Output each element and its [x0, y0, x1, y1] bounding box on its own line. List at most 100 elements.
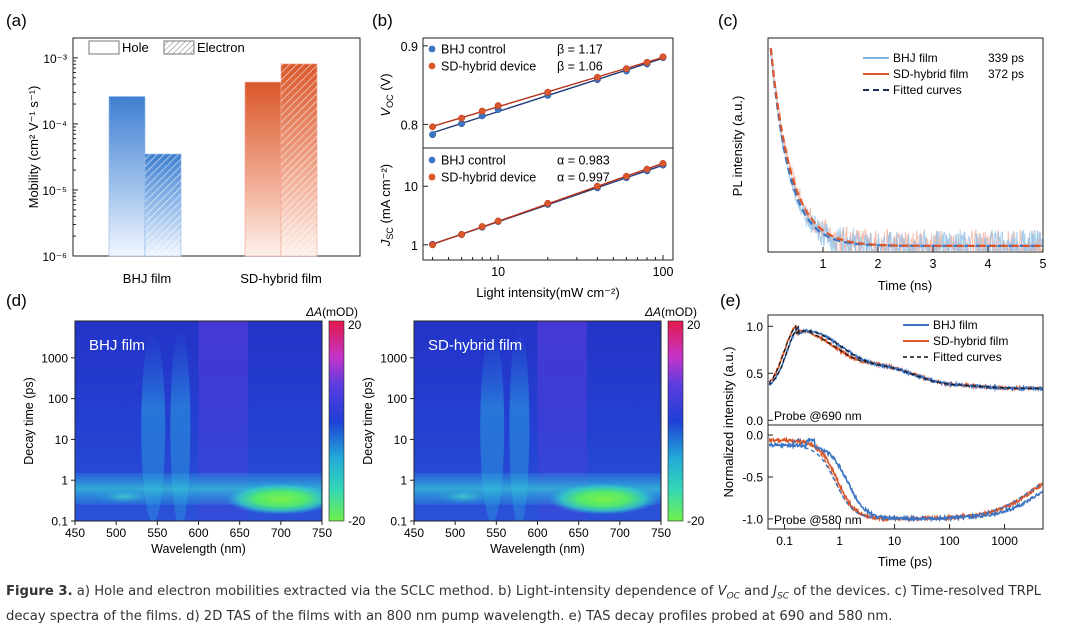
annotation-probe-690: Probe @690 nm: [774, 409, 862, 423]
y-tick-label: 100: [48, 392, 68, 406]
category-label-bhj: BHJ film: [123, 271, 171, 286]
data-point-bot-1: [458, 231, 466, 238]
panel-label-c: (c): [718, 11, 738, 30]
x-tick-label: 100: [940, 534, 960, 548]
legend-marker-bot-0: [428, 156, 436, 164]
y-axis-label-voc: VOC (V): [378, 73, 395, 116]
data-point-top-1: [458, 114, 466, 122]
legend-label-sd: SD-hybrid film: [893, 67, 968, 81]
x-tick-label: 1: [820, 257, 827, 271]
caption-voc: V: [717, 584, 727, 599]
caption-part-a: a) Hole and electron mobilities extracte…: [72, 584, 718, 599]
y-tick-label: 1: [61, 474, 68, 488]
x-tick-label: 750: [312, 526, 332, 540]
x-tick-label: 10: [491, 265, 505, 279]
data-point-top-0: [429, 131, 437, 139]
y-tick-label: 100: [387, 392, 407, 406]
legend-label-hole: Hole: [122, 40, 149, 55]
y-tick-label-top: 1.0: [746, 320, 763, 334]
data-point-bot-1: [494, 217, 502, 225]
y-tick-label-top: 0.8: [401, 118, 418, 132]
colorbar-title-unit: (mOD): [661, 305, 697, 319]
heatmap-bhj: [75, 321, 322, 521]
y-tick-label: 0.1: [390, 515, 407, 529]
y-tick-label: 10: [55, 433, 69, 447]
x-tick-label: 1: [836, 534, 843, 548]
data-point-bot-1: [622, 172, 630, 180]
data-point-top-1: [494, 102, 502, 110]
data-point-top-1: [478, 107, 486, 115]
legend-swatch-hole: [88, 40, 120, 55]
x-tick-label: 500: [106, 526, 126, 540]
legend-label-top-1: SD-hybrid device: [441, 60, 536, 74]
bar-hole-sd: [244, 81, 282, 257]
y-axis-label: Mobility (cm² V⁻¹ s⁻¹): [26, 86, 41, 209]
legend: BHJ film 339 ps SD-hybrid film 372 ps Fi…: [863, 51, 1024, 97]
x-tick-label: 700: [271, 526, 291, 540]
x-axis-label: Time (ps): [878, 554, 932, 569]
heatmap-blob: [94, 488, 155, 505]
heatmap-blob: [433, 488, 494, 505]
data-point-top-1: [659, 53, 667, 61]
x-tick-label: 450: [65, 526, 85, 540]
y-tick-label: 10⁻⁶: [42, 250, 67, 264]
caption-voc-sub: OC: [726, 591, 740, 602]
legend: Hole Electron: [88, 40, 245, 55]
heatmap-feature-578: [170, 327, 191, 521]
x-tick-label: 700: [610, 526, 630, 540]
y-tick-label-bottom: -1.0: [742, 512, 763, 526]
x-tick-label: 600: [188, 526, 208, 540]
category-label-sd: SD-hybrid film: [240, 271, 322, 286]
legend-label-bhj: BHJ film: [933, 318, 978, 332]
x-tick-label: 600: [527, 526, 547, 540]
y-tick-label: 10⁻⁵: [42, 184, 67, 198]
x-axis-label: Wavelength (nm): [490, 542, 585, 556]
caption-figure-number: Figure 3.: [6, 584, 73, 599]
colorbar-max-label: 20: [687, 318, 701, 332]
figure-canvas: (a) (b) (c) (d) (e) 10⁻⁶ 10⁻⁵ 10⁻⁴ 10⁻³ Hol…: [6, 11, 1047, 569]
legend-marker-top-1: [428, 62, 436, 70]
x-tick-label: 650: [569, 526, 589, 540]
y-axis-label: PL intensity (a.u.): [730, 96, 745, 197]
trpl-fit-1: [769, 48, 1043, 247]
x-tick-label: 0.1: [776, 534, 793, 548]
y-axis-label: Decay time (ps): [22, 377, 36, 465]
legend-label-bhj: BHJ film: [893, 51, 938, 65]
figure-caption: Figure 3. a) Hole and electron mobilitie…: [6, 582, 1074, 626]
y-tick-label-top: 0.5: [746, 367, 763, 381]
legend-label-sd: SD-hybrid film: [933, 334, 1008, 348]
plot-frame: [72, 37, 361, 257]
x-tick-label: 550: [486, 526, 506, 540]
legend-label-top-0: BHJ control: [441, 43, 506, 57]
legend-value-top-1: β = 1.06: [557, 60, 603, 74]
legend-swatch-electron: [163, 40, 195, 55]
panel-b-light-intensity: BHJ control β = 1.17 SD-hybrid device β = 1…: [378, 37, 674, 300]
heatmap-label: BHJ film: [89, 337, 145, 354]
x-tick-label: 1000: [991, 534, 1018, 548]
data-point-top-1: [622, 65, 630, 73]
data-point-bot-1: [593, 182, 601, 190]
heatmap-green-band: [547, 482, 660, 515]
data-point-top-1: [429, 123, 437, 131]
legend-value-top-0: β = 1.17: [557, 43, 603, 57]
y-axis-label: Decay time (ps): [361, 377, 375, 465]
caption-jsc-sub: SC: [777, 591, 790, 602]
trpl-trace-bhj-film: [770, 53, 1043, 251]
colorbar-min-label: -20: [687, 514, 705, 528]
panel-label-a: (a): [6, 11, 27, 30]
data-point-bot-1: [478, 223, 486, 230]
heatmap-green-band: [224, 482, 322, 515]
bar-hatch-bhj: [145, 154, 181, 256]
data-point-bot-1: [643, 165, 651, 173]
y-tick-label: 10: [394, 433, 408, 447]
panel-label-e: (e): [720, 291, 741, 310]
x-tick-label: 550: [147, 526, 167, 540]
legend-lifetime-sd: 372 ps: [988, 67, 1024, 81]
legend-value-bot-0: α = 0.983: [557, 154, 610, 168]
x-tick-label: 4: [985, 257, 992, 271]
colorbar-title-unit: (mOD): [322, 305, 358, 319]
y-tick-label: 0.1: [51, 515, 68, 529]
legend-value-bot-1: α = 0.997: [557, 171, 610, 185]
caption-part-b: of the devices. c) Time-resolved TRPL de…: [6, 584, 1042, 624]
x-tick-label: 5: [1040, 257, 1047, 271]
